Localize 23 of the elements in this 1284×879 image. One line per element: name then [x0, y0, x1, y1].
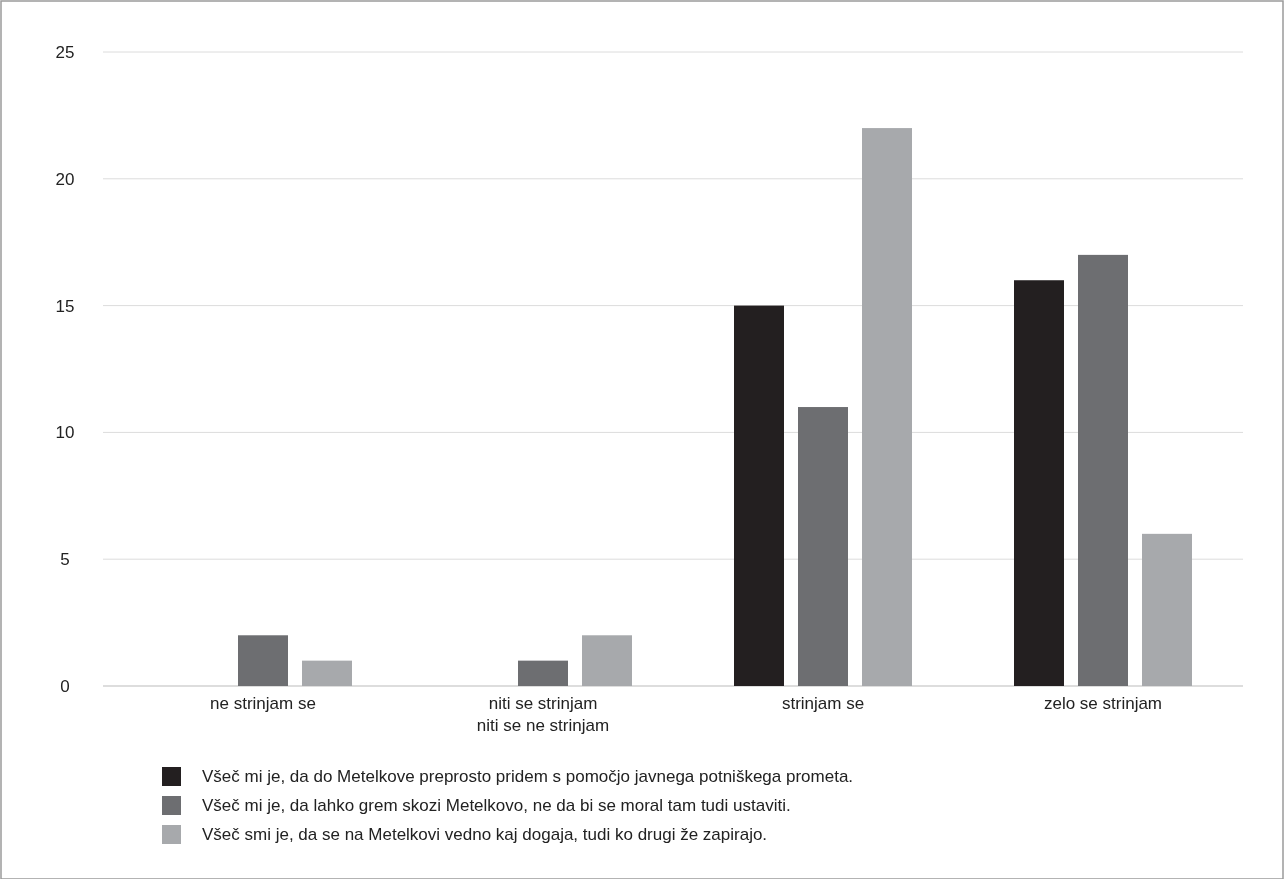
legend-label: Všeč mi je, da do Metelkove preprosto pridem s pomočjo javnega potniškega prometa.	[202, 766, 854, 786]
legend-label: Všeč smi je, da se na Metelkovi vedno kaj dogaja, tudi ko drugi že zapirajo.	[202, 824, 768, 844]
bar	[302, 660, 352, 686]
bar	[582, 635, 632, 686]
x-tick-label: ne strinjam se	[210, 694, 316, 713]
bar	[238, 635, 288, 686]
x-tick-label: zelo se strinjam	[1043, 694, 1163, 713]
bar	[1078, 254, 1128, 686]
y-tick-label: 15	[55, 296, 75, 316]
y-tick-label: 5	[60, 550, 70, 570]
legend-label: Všeč mi je, da lahko grem skozi Metelkovo, ne da bi se moral tam tudi ustaviti.	[202, 795, 791, 815]
bar	[862, 128, 912, 686]
bar	[734, 305, 784, 686]
y-tick-label: 10	[55, 423, 75, 443]
x-tick-label: strinjam se	[781, 694, 865, 713]
x-tick-label: niti se strinjam niti se ne strinjam	[476, 694, 610, 736]
y-tick-label: 0	[60, 676, 70, 696]
bar	[1142, 533, 1192, 686]
bar	[1014, 280, 1064, 686]
y-tick-label: 25	[55, 42, 75, 62]
bar	[798, 407, 848, 686]
y-tick-label: 20	[55, 169, 75, 189]
bar	[518, 660, 568, 686]
